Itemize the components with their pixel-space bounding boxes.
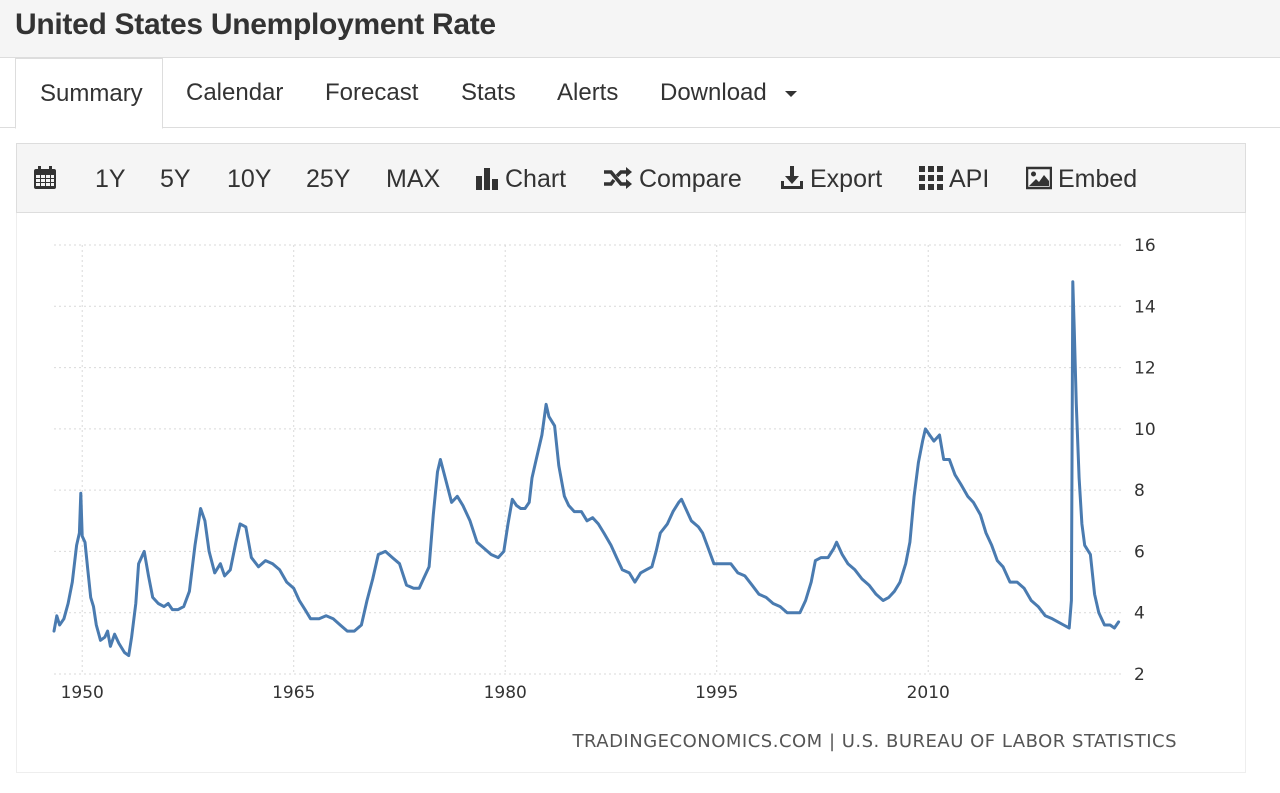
y-tick-label: 12 — [1134, 359, 1156, 379]
api-label: API — [949, 165, 990, 193]
y-tick-label: 4 — [1134, 604, 1145, 624]
calendar-button[interactable] — [33, 144, 63, 212]
tab-forecast-label: Forecast — [325, 79, 419, 106]
tab-stats[interactable]: Stats — [461, 58, 516, 128]
chart-type-button[interactable]: Chart — [475, 144, 566, 212]
download-icon — [781, 166, 803, 189]
range-max-button[interactable]: MAX — [386, 165, 441, 193]
tab-download-label: Download — [660, 79, 767, 106]
tab-forecast[interactable]: Forecast — [325, 58, 418, 128]
y-tick-label: 6 — [1134, 542, 1145, 562]
tab-calendar[interactable]: Calendar — [186, 58, 283, 128]
embed-button[interactable]: Embed — [1025, 144, 1138, 212]
export-button[interactable]: Export — [780, 144, 882, 212]
y-tick-label: 14 — [1134, 297, 1156, 317]
tab-alerts[interactable]: Alerts — [557, 58, 618, 128]
x-tick-label: 1950 — [61, 683, 104, 703]
tab-bar: Summary Calendar Forecast Stats Alerts D… — [0, 58, 1280, 129]
chart-source-credit: TRADINGECONOMICS.COM | U.S. BUREAU OF LA… — [572, 731, 1177, 752]
export-label: Export — [810, 165, 883, 193]
image-icon — [1025, 166, 1053, 190]
y-tick-label: 2 — [1134, 665, 1145, 685]
title-bar: United States Unemployment Rate — [0, 0, 1280, 58]
calendar-icon — [34, 166, 56, 189]
embed-label: Embed — [1058, 165, 1138, 193]
grid-icon — [919, 166, 943, 190]
axis-tick-labels: 2 4 6 8 10 12 14 16 1950 1965 1980 1995 2010 — [61, 236, 1156, 703]
series-layer — [52, 280, 1121, 658]
x-tick-label: 1980 — [484, 683, 527, 703]
y-tick-label: 8 — [1134, 481, 1145, 501]
tab-alerts-label: Alerts — [557, 79, 619, 106]
range-1y-button[interactable]: 1Y — [95, 165, 126, 193]
y-tick-label: 16 — [1134, 236, 1156, 256]
page-title: United States Unemployment Rate — [15, 8, 496, 41]
shuffle-icon — [604, 167, 632, 189]
tab-summary[interactable]: Summary — [15, 58, 163, 129]
caret-down-icon — [785, 90, 798, 97]
tab-summary-label: Summary — [40, 80, 143, 107]
range-5y-button[interactable]: 5Y — [160, 165, 191, 193]
range-10y-button[interactable]: 10Y — [227, 165, 272, 193]
chart-toolbar: 1Y 5Y 10Y 25Y MAX Chart Compare Export — [16, 143, 1246, 213]
compare-label: Compare — [639, 165, 742, 193]
x-tick-label: 1995 — [695, 683, 738, 703]
grid-lines — [54, 244, 1124, 675]
range-25y-button[interactable]: 25Y — [306, 165, 351, 193]
tab-download[interactable]: Download — [660, 58, 798, 128]
bar-chart-icon — [476, 168, 498, 190]
compare-button[interactable]: Compare — [603, 144, 742, 212]
series-line — [52, 280, 1121, 658]
api-button[interactable]: API — [919, 144, 989, 212]
chart-type-label: Chart — [505, 165, 567, 193]
tab-stats-label: Stats — [461, 79, 516, 106]
tab-calendar-label: Calendar — [186, 79, 284, 106]
y-tick-label: 10 — [1134, 420, 1156, 440]
x-tick-label: 2010 — [907, 683, 950, 703]
x-tick-label: 1965 — [272, 683, 315, 703]
